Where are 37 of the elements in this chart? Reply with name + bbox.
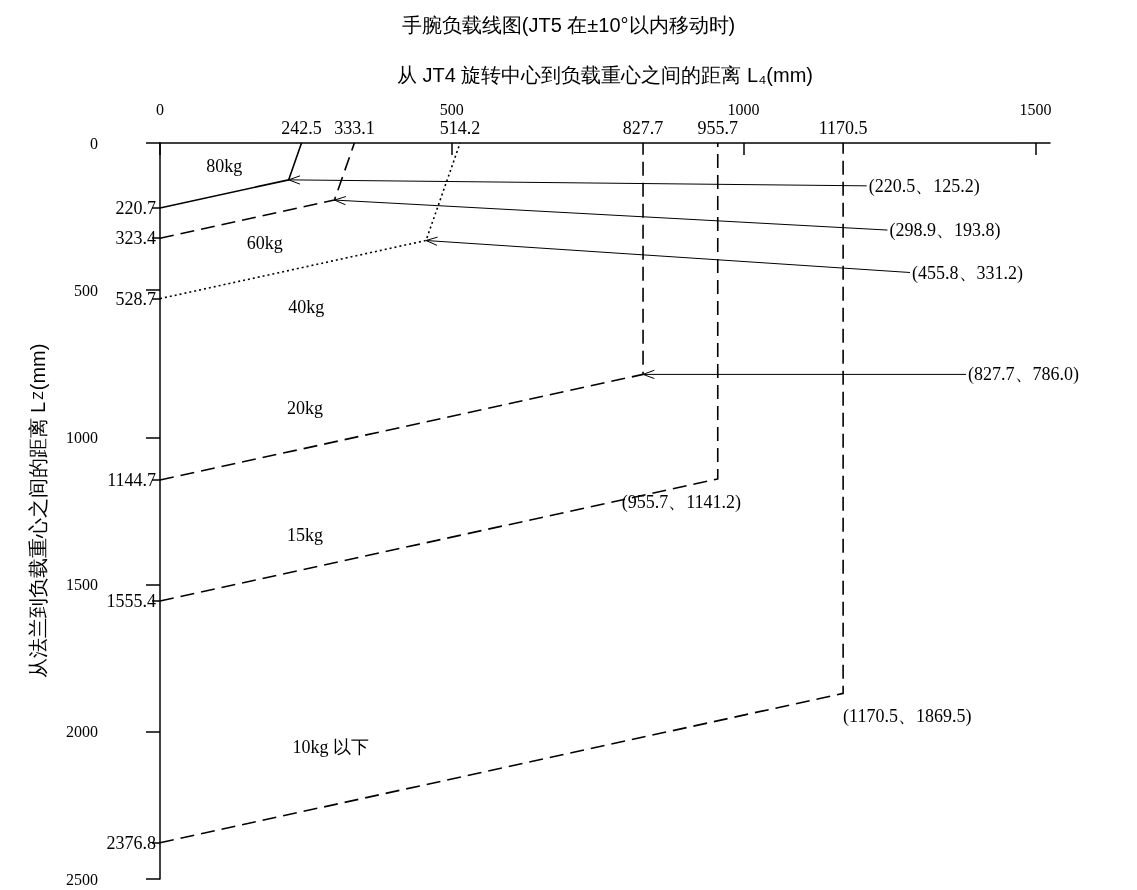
series-label: 20kg: [286, 398, 323, 419]
x2-tick-label: 955.7: [697, 118, 738, 138]
y-tick-label: 500: [74, 281, 98, 299]
x-tick-label: 500: [439, 100, 464, 118]
x2-tick-label: 514.2: [439, 118, 481, 138]
x2-tick-label: 827.7: [622, 118, 664, 138]
text: 10kg 以下: [292, 737, 370, 758]
x-tick-label: 1000: [727, 100, 760, 118]
y2-tick-label: 1144.7: [107, 470, 156, 490]
y-tick-label: 2500: [66, 870, 98, 888]
y2-tick-label: 1555.4: [106, 590, 156, 611]
annotation: (827.7、786.0): [968, 364, 1080, 386]
x-tick-label: 1500: [1019, 100, 1052, 118]
y2-tick-label: 323.4: [115, 228, 156, 249]
annotation: (220.5、125.2): [868, 175, 980, 197]
y2-tick-label: 220.7: [115, 197, 156, 218]
x-axis-title: 从 JT4 旋转中心到负载重心之间的距离 L₄(mm): [397, 64, 813, 86]
series-label: 60kg: [246, 233, 283, 254]
y-tick-label: 2000: [66, 723, 98, 741]
y-tick-label: 1500: [66, 576, 98, 594]
series-label: 40kg: [288, 296, 325, 317]
x-tick-label: 0: [156, 100, 164, 118]
annotation: (1170.5、1869.5): [843, 706, 972, 728]
chart-title: 手腕负载线图(JT5 在±10°以内移动时): [401, 14, 736, 36]
x2-tick-label: 1170.5: [818, 118, 868, 138]
annotation: (298.9、193.8): [889, 220, 1001, 242]
y-tick-label: 1000: [66, 428, 98, 446]
series-label: 80kg: [206, 155, 243, 176]
y-axis-title: 从法兰到负载重心之间的距离 LZ(mm): [27, 343, 49, 679]
y2-tick-label: 2376.8: [106, 832, 156, 853]
y2-tick-label: 528.7: [115, 288, 156, 309]
annotation: (455.8、331.2): [912, 262, 1024, 284]
x2-tick-label: 333.1: [334, 118, 375, 138]
x2-tick-label: 242.5: [281, 118, 322, 138]
annotation: (955.7、1141.2): [621, 491, 742, 513]
y-tick-label: 0: [90, 134, 98, 152]
series-label: 15kg: [287, 525, 324, 546]
